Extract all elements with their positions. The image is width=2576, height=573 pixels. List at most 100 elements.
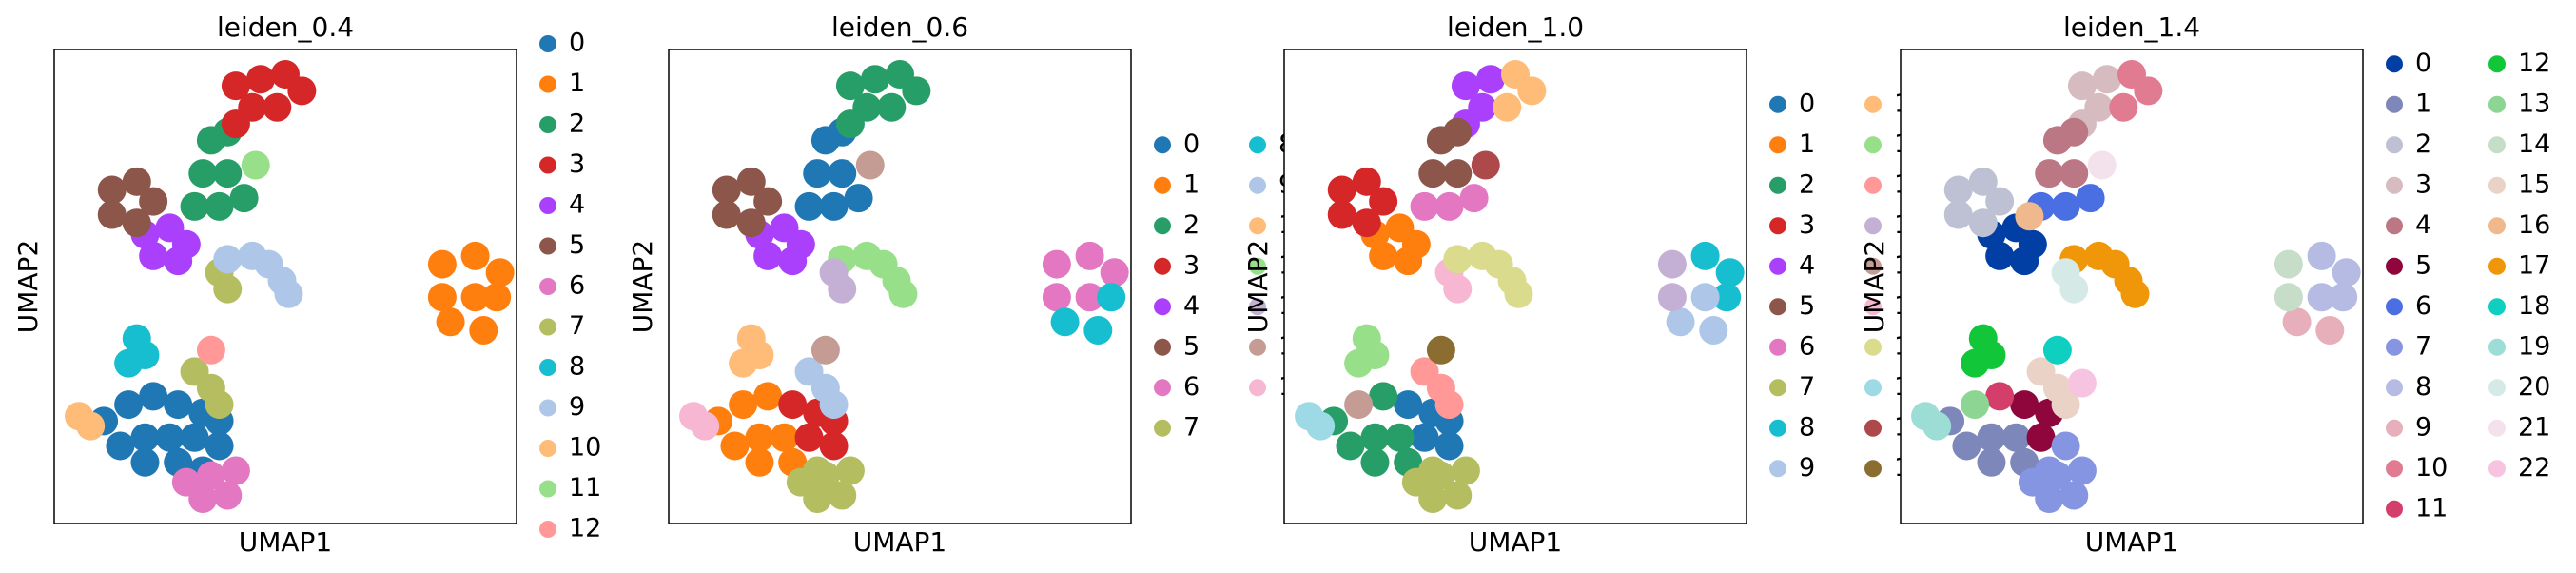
point [2120,279,2150,308]
legend-marker [1864,298,1882,316]
point [1968,208,1998,238]
point [828,159,857,188]
legend-marker [1249,136,1266,154]
point [196,461,225,490]
point [828,274,857,304]
x-axis-label: UMAP1 [239,526,333,558]
point [2059,274,2089,304]
point [888,279,918,308]
legend-marker [1769,217,1786,235]
point [1075,283,1104,312]
point [205,431,234,461]
point [1443,245,1473,274]
point [122,208,151,238]
point [794,191,824,221]
point [139,187,168,216]
point [828,481,857,510]
point [712,200,741,229]
point [770,423,799,452]
point [1666,307,1695,337]
legend-label: 11 [2415,493,2448,523]
legend-label: 5 [1183,331,1200,361]
legend-label: 3 [569,149,585,179]
legend-label: 2 [1183,210,1200,240]
legend-label: 6 [1183,372,1200,402]
legend-marker [2488,379,2506,397]
point [2092,65,2121,94]
point [1475,65,1505,94]
point [2035,159,2064,188]
point [778,390,808,420]
point [1459,184,1489,213]
legend-marker [2488,55,2506,73]
point [114,390,144,420]
legend-marker [1864,338,1882,356]
point [835,456,865,485]
y-axis-label: UMAP2 [1859,240,1890,334]
legend-label: 22 [2518,453,2550,483]
legend-label: 10 [2415,453,2448,483]
legend-label: 4 [1183,291,1200,321]
point [2067,368,2097,398]
point [2051,390,2080,420]
legend-label: 2 [1799,169,1815,199]
legend-marker [1249,379,1266,397]
legend-marker [1769,298,1786,316]
y-axis-label: UMAP2 [12,240,44,334]
point [729,390,758,420]
point [819,390,849,420]
point [427,249,457,279]
point [213,159,243,188]
point [2282,307,2312,337]
legend-label: 7 [1183,412,1200,442]
point [778,247,808,276]
point [1657,249,1687,279]
point [794,423,824,452]
point [1050,307,1080,337]
point [844,184,873,213]
point [485,258,515,287]
point [1306,411,1336,441]
point [1434,390,1464,420]
point [1385,423,1415,452]
point [469,315,498,345]
legend-label: 21 [2518,412,2550,442]
point [2109,92,2138,122]
legend-label: 9 [2415,412,2431,442]
point [241,150,270,180]
point [130,423,160,452]
x-axis-label: UMAP1 [2085,526,2179,558]
point [106,431,135,461]
legend-label: 12 [2518,49,2550,78]
point [810,335,840,365]
legend-label: 4 [2415,210,2431,240]
point [1418,159,1448,188]
point [221,109,250,139]
point [753,241,783,270]
legend-marker [1154,217,1171,235]
point [2087,150,2117,180]
point [1443,274,1473,304]
chart-title: leiden_1.4 [2063,11,2200,43]
legend-marker [2488,338,2506,356]
legend-marker [539,237,556,255]
point [122,167,151,196]
legend-marker [539,440,556,457]
point [2307,241,2336,270]
point [2067,456,2097,485]
point [803,159,832,188]
legend-marker [2386,55,2403,73]
legend-marker [2386,500,2403,518]
legend-label: 14 [2518,129,2550,159]
legend-label: 3 [1799,210,1815,240]
legend-marker [1154,298,1171,316]
legend-label: 11 [569,473,601,503]
point [427,283,457,312]
legend-label: 15 [2518,169,2550,199]
legend-marker [539,359,556,376]
legend-label: 2 [2415,129,2431,159]
point [1690,283,1720,312]
point [753,382,783,411]
legend-marker [1864,379,1882,397]
